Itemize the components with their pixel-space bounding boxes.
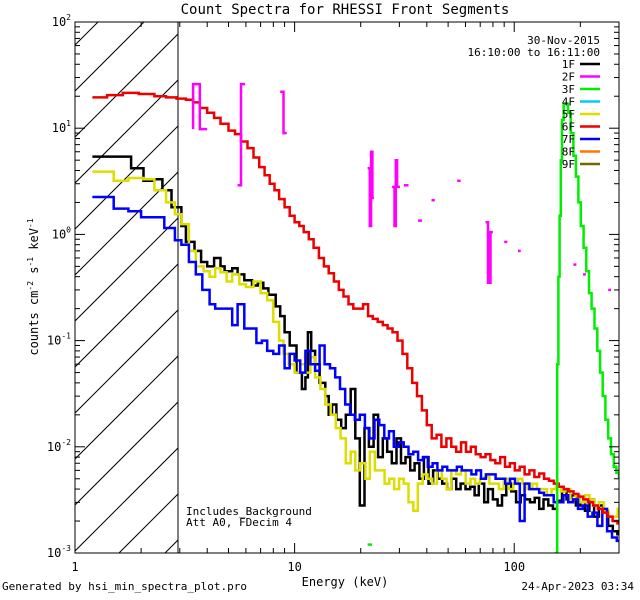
hatched-region [0, 0, 640, 553]
date-label: 30-Nov-2015 [527, 34, 600, 47]
y-tick-exponent: 1 [66, 119, 71, 128]
hatch-line [211, 0, 640, 553]
time-range-label: 16:10:00 to 16:11:00 [468, 46, 600, 59]
y-tick-label: 102 [52, 13, 71, 29]
hatch-line [75, 171, 178, 276]
legend-label-1F: 1F [562, 58, 575, 71]
x-tick-label: 1 [71, 560, 78, 574]
legend-label-8F: 8F [562, 146, 575, 159]
series-2F-segment [237, 82, 246, 187]
series-2F-segment [191, 82, 208, 131]
legend-label-4F: 4F [562, 96, 575, 109]
y-tick-label: 101 [52, 119, 71, 135]
x-tick-label: 100 [503, 560, 525, 574]
y-tick-label: 100 [52, 225, 71, 241]
y-tick-label: 10-1 [47, 332, 71, 348]
y-tick-exponent: 0 [66, 225, 71, 234]
y-tick-base: 10 [47, 334, 61, 348]
y-tick-exponent: -1 [61, 332, 71, 341]
y-tick-base: 10 [52, 227, 66, 241]
series-5F-line [92, 170, 619, 518]
legend-label-7F: 7F [562, 133, 575, 146]
hatch-line [75, 79, 178, 184]
series-1F-line [92, 155, 619, 536]
y-tick-base: 10 [52, 121, 66, 135]
footer-generated-by: Generated by hsi_min_spectra_plot.pro [2, 580, 248, 593]
y-axis-label-part: -2 [26, 281, 35, 291]
hatch-line [75, 401, 178, 506]
series-2F-segment [280, 90, 287, 135]
series-2F-segment [485, 221, 493, 285]
legend-label-2F: 2F [562, 71, 575, 84]
annotation-attenuator: Att A0, FDecim 4 [186, 516, 292, 529]
series-2F-segment [392, 158, 400, 228]
series-5F [92, 170, 619, 518]
y-tick-label: 10-3 [47, 544, 71, 560]
y-tick-label: 10-2 [47, 438, 71, 454]
legend-label-3F: 3F [562, 83, 575, 96]
y-axis-label-part: -1 [26, 257, 35, 267]
hatch-line [75, 447, 178, 552]
y-tick-base: 10 [52, 15, 66, 29]
y-axis-label-part: s [27, 267, 41, 281]
legend-label-5F: 5F [562, 108, 575, 121]
chart-title: Count Spectra for RHESSI Front Segments [181, 2, 510, 18]
y-axis-label-part: keV [27, 228, 41, 257]
plot-frame [74, 21, 620, 554]
series-1F [92, 155, 619, 536]
hatch-line [75, 22, 145, 92]
y-axis-label-part: -1 [26, 218, 35, 228]
hatch-line [75, 33, 178, 138]
x-axis-label: Energy (keV) [302, 575, 389, 589]
hatch-line [0, 0, 121, 553]
annotation-background: Includes_Background [186, 505, 312, 518]
x-axis: 1 10 100 [71, 22, 620, 574]
y-tick-base: 10 [47, 546, 61, 560]
y-axis-label-part: counts cm [27, 291, 41, 356]
x-tick-label: 10 [287, 560, 301, 574]
series-layer [92, 82, 619, 553]
series-2F [191, 82, 611, 292]
hatch-line [75, 355, 178, 460]
legend-label-6F: 6F [562, 121, 575, 134]
series-2F-segment [367, 150, 374, 228]
legend-label-9F: 9F [562, 158, 575, 171]
footer-timestamp: 24-Apr-2023 03:34 [521, 580, 634, 593]
series-3F-line [554, 102, 619, 553]
series-3F [554, 102, 619, 553]
hatch-line [75, 217, 178, 322]
y-tick-base: 10 [47, 440, 61, 454]
series-7F-line [92, 195, 619, 543]
series-7F [92, 195, 619, 543]
y-axis-label: counts cm-2 s-1 keV-1 [26, 218, 41, 355]
y-tick-exponent: -2 [61, 438, 71, 447]
y-tick-exponent: 2 [66, 13, 71, 22]
y-tick-exponent: -3 [61, 544, 71, 553]
